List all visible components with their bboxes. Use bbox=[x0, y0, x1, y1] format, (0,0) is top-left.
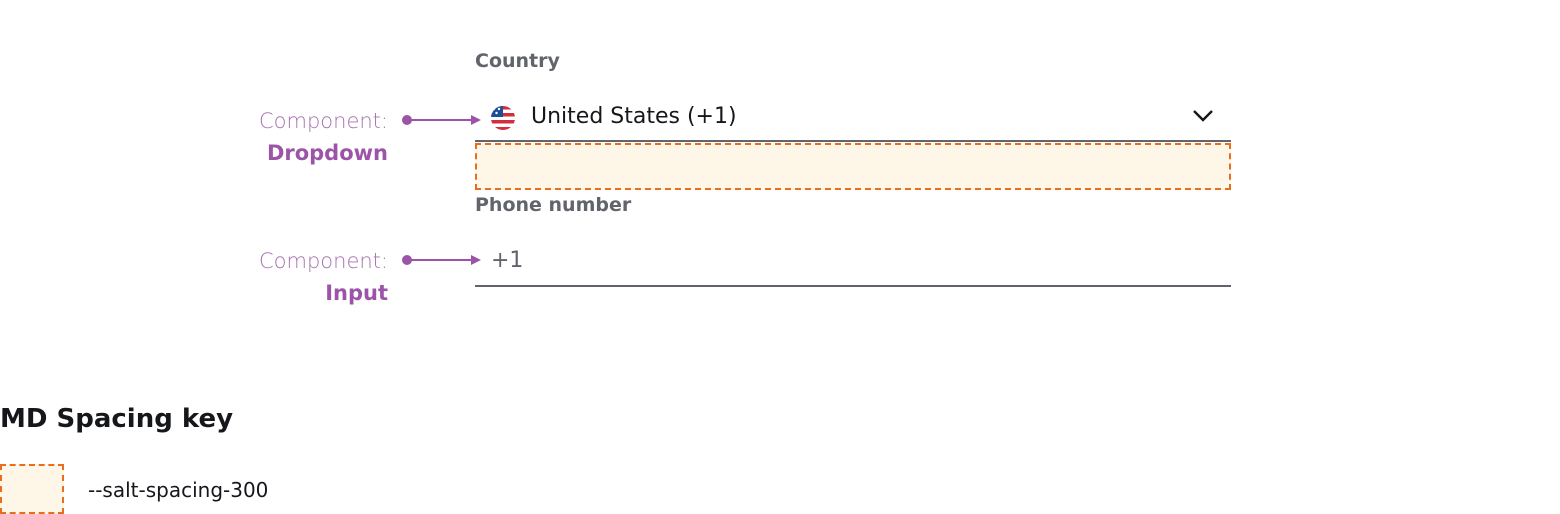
key-swatch bbox=[0, 464, 64, 514]
arrow-icon bbox=[402, 115, 481, 125]
us-flag-icon bbox=[491, 106, 515, 130]
annotation-prefix: Component: bbox=[259, 249, 388, 273]
phone-label: Phone number bbox=[475, 194, 632, 216]
country-value: United States (+1) bbox=[531, 104, 737, 129]
country-dropdown[interactable]: United States (+1) bbox=[475, 96, 1231, 142]
annotation-input: Component: Input bbox=[259, 245, 388, 309]
annotation-dropdown: Component: Dropdown bbox=[259, 105, 388, 169]
arrow-icon bbox=[402, 255, 481, 265]
phone-input[interactable]: +1 bbox=[475, 240, 1231, 287]
annotation-prefix: Component: bbox=[259, 109, 388, 133]
annotation-name: Dropdown bbox=[266, 141, 388, 165]
key-label: --salt-spacing-300 bbox=[88, 478, 269, 502]
spacing-indicator bbox=[475, 143, 1231, 190]
chevron-down-icon[interactable] bbox=[1192, 109, 1214, 123]
key-title: MD Spacing key bbox=[0, 404, 234, 434]
phone-value: +1 bbox=[491, 248, 524, 273]
annotation-name: Input bbox=[325, 281, 388, 305]
country-label: Country bbox=[475, 50, 560, 72]
